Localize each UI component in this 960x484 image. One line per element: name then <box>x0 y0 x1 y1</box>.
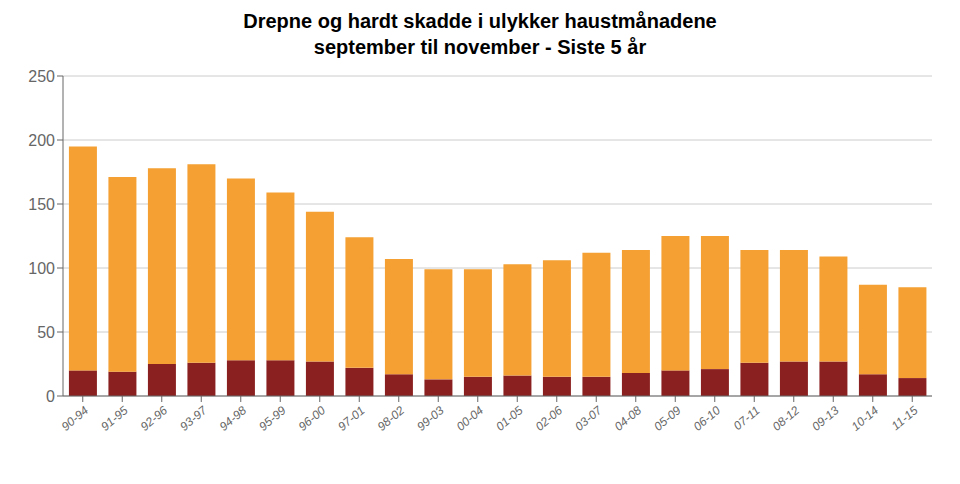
svg-text:200: 200 <box>28 132 55 149</box>
svg-text:94-98: 94-98 <box>217 403 250 434</box>
svg-text:09-13: 09-13 <box>809 403 842 434</box>
svg-text:10-14: 10-14 <box>849 403 882 434</box>
svg-text:150: 150 <box>28 196 55 213</box>
svg-text:91-95: 91-95 <box>98 403 131 434</box>
svg-text:07-11: 07-11 <box>731 403 763 433</box>
svg-text:05-09: 05-09 <box>651 403 684 434</box>
svg-text:90-94: 90-94 <box>59 403 92 434</box>
svg-text:97-01: 97-01 <box>335 403 368 433</box>
svg-text:11-15: 11-15 <box>889 403 921 433</box>
svg-text:100: 100 <box>28 260 55 277</box>
svg-text:00-04: 00-04 <box>454 403 487 434</box>
svg-text:95-99: 95-99 <box>256 403 289 434</box>
svg-text:250: 250 <box>28 68 55 85</box>
html-text:Drepne og hardt skadde i ulykk: Drepne og hardt skadde i ulykker haustmå… <box>243 10 717 32</box>
svg-text:01-05: 01-05 <box>493 403 526 434</box>
svg-text:06-10: 06-10 <box>691 403 724 434</box>
svg-text:92-96: 92-96 <box>138 403 171 434</box>
svg-text:02-06: 02-06 <box>533 403 566 434</box>
svg-text:08-12: 08-12 <box>770 403 803 434</box>
svg-text:0: 0 <box>46 388 55 405</box>
svg-text:93-97: 93-97 <box>177 402 211 433</box>
svg-text:50: 50 <box>37 324 55 341</box>
svg-text:96-00: 96-00 <box>296 403 329 434</box>
html-text:september til november - Siste: september til november - Siste 5 år <box>313 36 647 58</box>
svg-text:03-07: 03-07 <box>572 402 606 433</box>
svg-text:98-02: 98-02 <box>375 403 408 434</box>
svg-text:99-03: 99-03 <box>414 403 447 434</box>
svg-text:04-08: 04-08 <box>612 403 645 434</box>
